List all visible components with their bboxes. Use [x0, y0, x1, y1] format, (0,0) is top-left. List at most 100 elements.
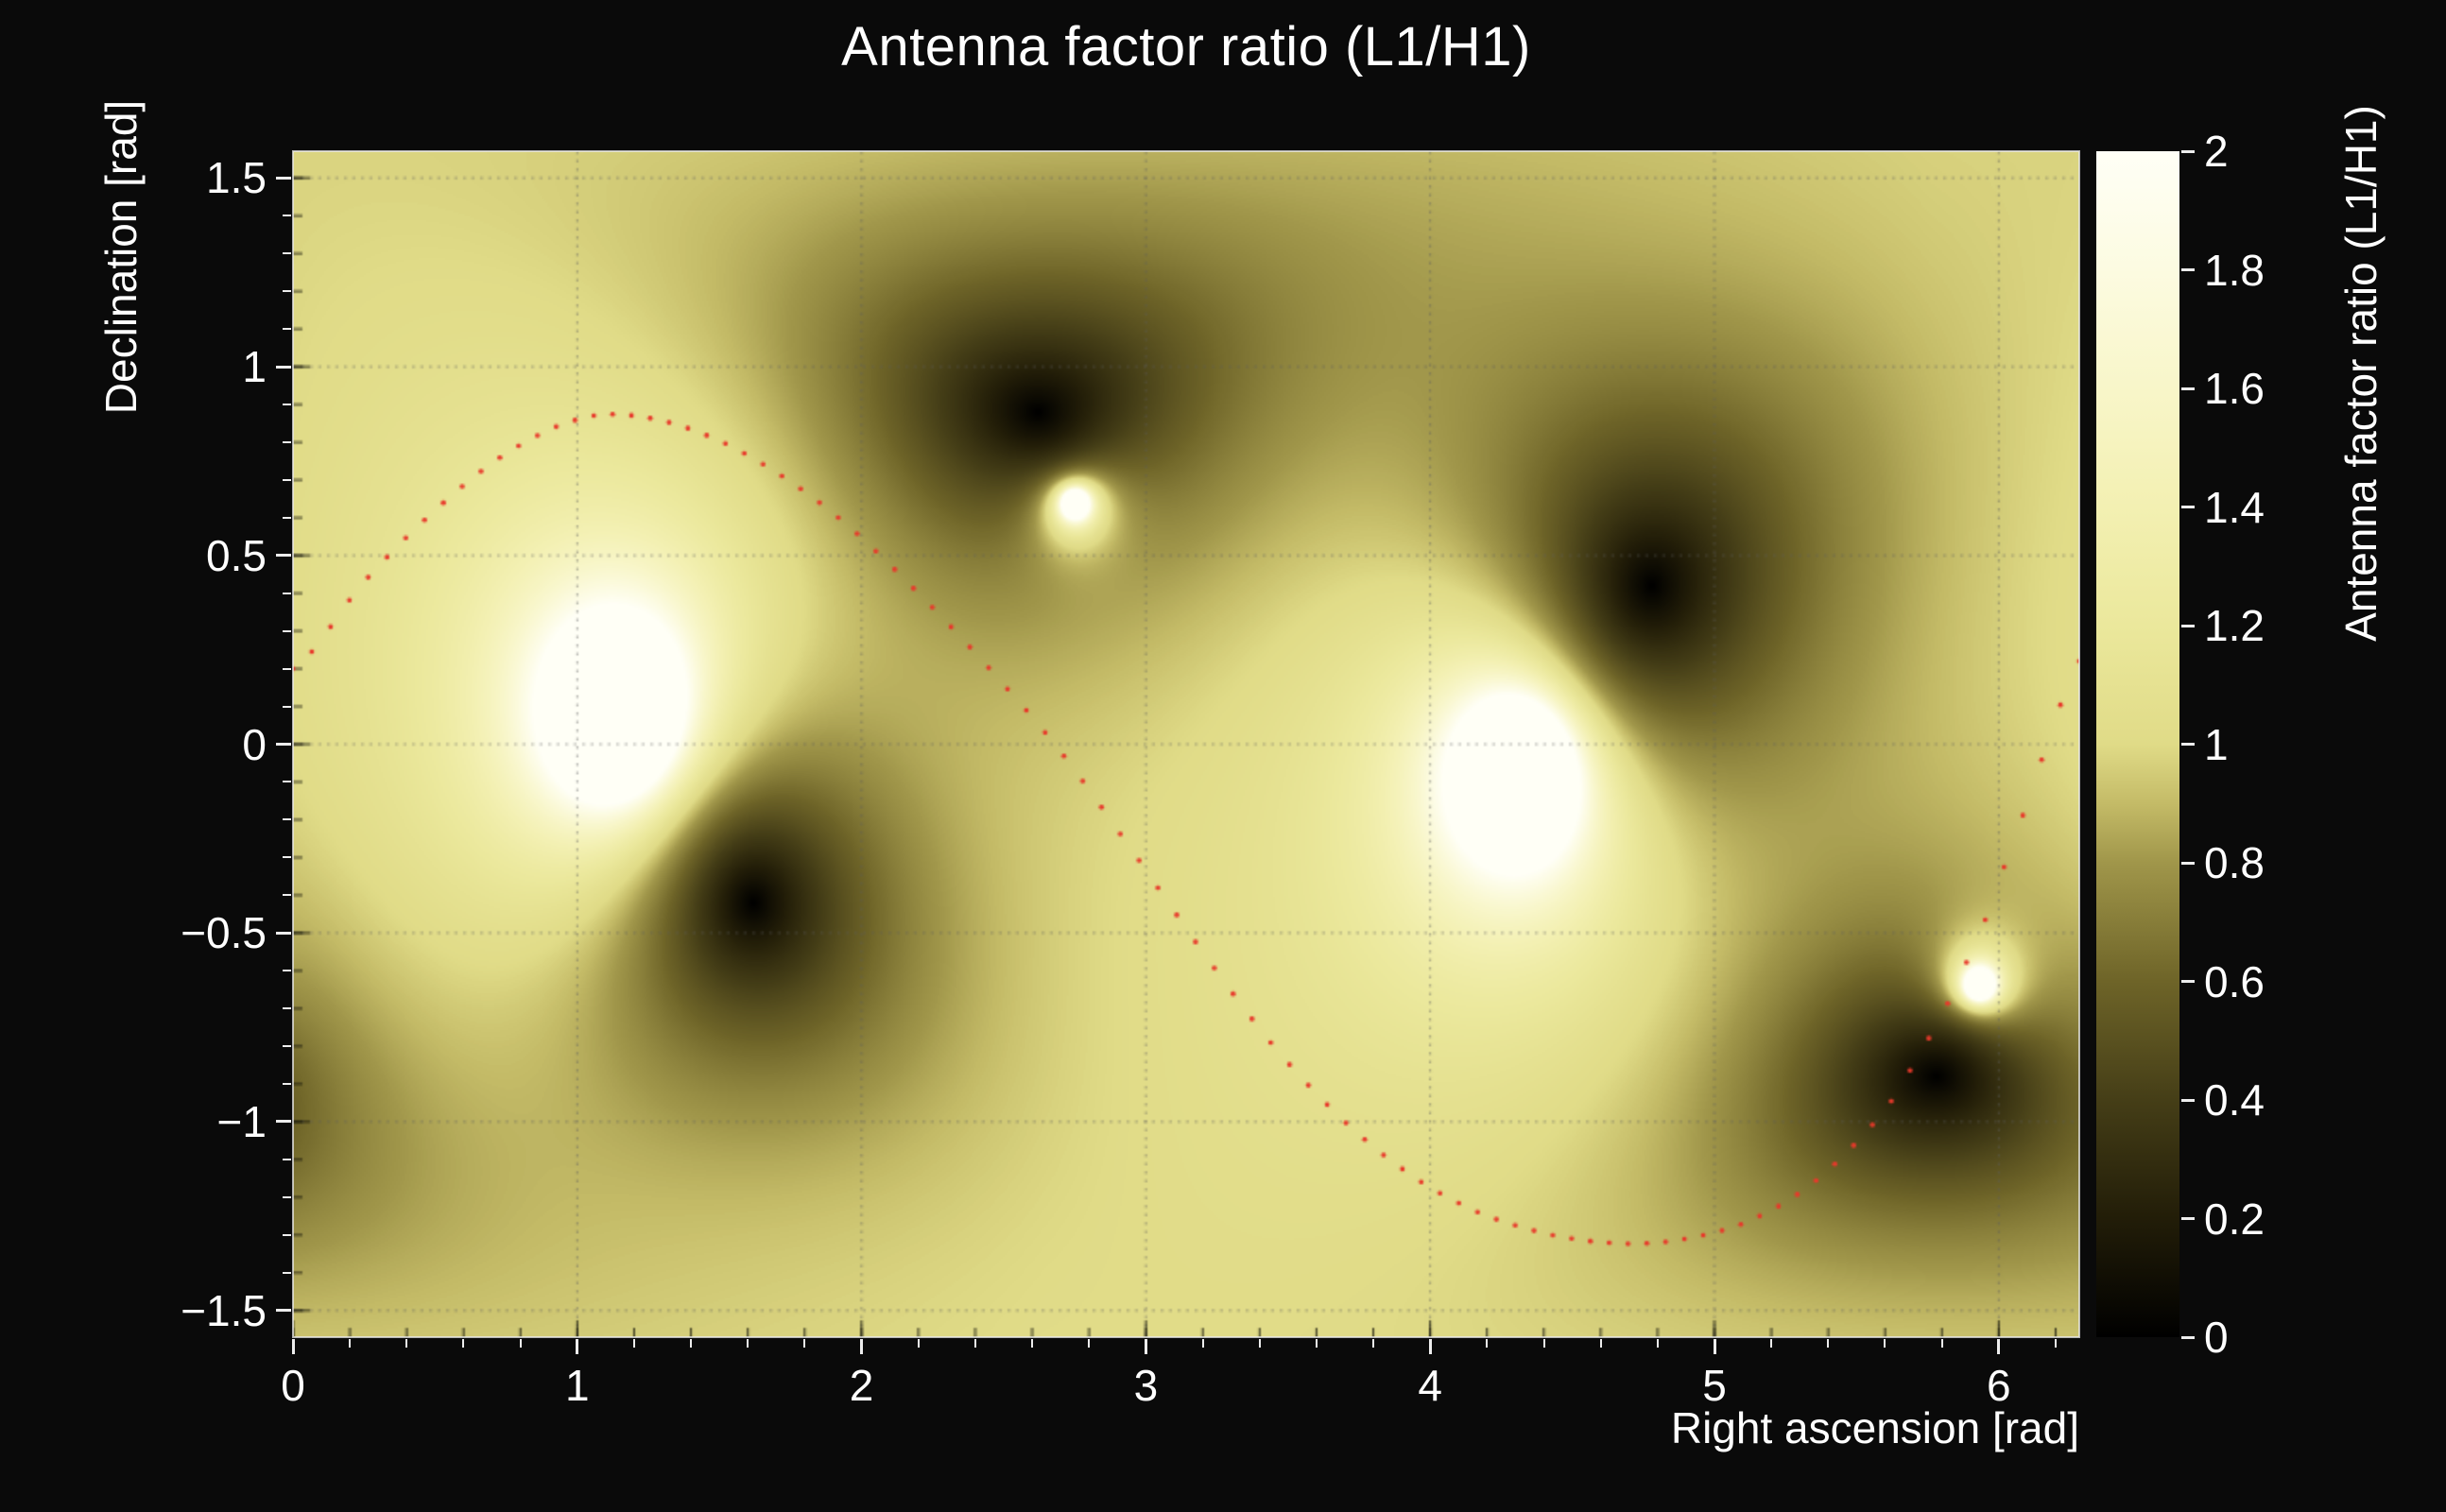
- z-tick: [2181, 387, 2195, 390]
- z-tick-label: 1: [2204, 719, 2229, 769]
- y-tick-label: −1.5: [181, 1285, 267, 1335]
- z-tick-label: 0.4: [2204, 1075, 2265, 1125]
- x-tick-label: 1: [565, 1361, 590, 1410]
- x-minor-tick: [1656, 1339, 1659, 1348]
- z-tick: [2181, 624, 2195, 627]
- z-tick: [2181, 743, 2195, 746]
- x-minor-tick: [1429, 1339, 1432, 1348]
- x-minor-tick: [1714, 1339, 1715, 1348]
- y-minor-tick: [283, 403, 291, 405]
- y-tick-label: −1: [216, 1096, 267, 1146]
- y-minor-tick: [283, 290, 291, 293]
- y-minor-tick: [283, 440, 291, 443]
- y-minor-tick: [283, 1233, 291, 1236]
- y-minor-tick: [283, 1120, 291, 1123]
- z-tick-label: 0.6: [2204, 956, 2265, 1006]
- y-minor-tick: [283, 1271, 291, 1274]
- z-tick-label: 0: [2204, 1313, 2229, 1362]
- x-axis-title: Right ascension [rad]: [1670, 1403, 2079, 1452]
- y-minor-tick: [283, 667, 291, 670]
- x-minor-tick: [860, 1339, 863, 1348]
- x-minor-tick: [803, 1339, 806, 1348]
- y-minor-tick: [283, 1195, 291, 1198]
- x-tick-label: 6: [1987, 1361, 2011, 1410]
- x-minor-tick: [405, 1339, 408, 1348]
- x-minor-tick: [349, 1339, 352, 1348]
- z-tick-label: 1.4: [2204, 482, 2265, 532]
- z-tick-label: 2: [2204, 127, 2229, 176]
- x-minor-tick: [1486, 1339, 1489, 1348]
- y-minor-tick: [283, 516, 291, 519]
- y-minor-tick: [283, 366, 291, 369]
- y-minor-tick: [283, 970, 291, 972]
- heatmap-canvas: [293, 151, 2079, 1337]
- x-tick-label: 0: [281, 1361, 305, 1410]
- y-tick-label: 1.5: [206, 153, 267, 203]
- x-minor-tick: [1145, 1339, 1147, 1348]
- y-minor-tick: [283, 1045, 291, 1048]
- x-tick-label: 3: [1133, 1361, 1159, 1410]
- x-minor-tick: [462, 1339, 465, 1348]
- y-minor-tick: [283, 592, 291, 594]
- y-minor-tick: [283, 629, 291, 632]
- x-minor-tick: [519, 1339, 522, 1348]
- x-minor-tick: [292, 1339, 294, 1348]
- z-tick: [2181, 268, 2195, 271]
- x-minor-tick: [917, 1339, 920, 1348]
- y-minor-tick: [283, 932, 291, 935]
- x-minor-tick: [1315, 1339, 1318, 1348]
- x-minor-tick: [1827, 1339, 1830, 1348]
- x-minor-tick: [1258, 1339, 1261, 1348]
- y-minor-tick: [283, 1158, 291, 1160]
- y-tick-label: 0.5: [206, 530, 267, 580]
- x-minor-tick: [1940, 1339, 1943, 1348]
- y-minor-tick: [283, 554, 291, 557]
- x-minor-tick: [1031, 1339, 1034, 1348]
- x-minor-tick: [1088, 1339, 1091, 1348]
- y-axis-title: Declination [rad]: [96, 99, 146, 415]
- x-minor-tick: [1770, 1339, 1773, 1348]
- x-minor-tick: [1599, 1339, 1602, 1348]
- y-minor-tick: [283, 215, 291, 217]
- y-minor-tick: [283, 478, 291, 481]
- y-minor-tick: [283, 856, 291, 859]
- x-minor-tick: [1997, 1339, 2000, 1348]
- z-tick-label: 0.8: [2204, 838, 2265, 887]
- z-tick: [2181, 861, 2195, 865]
- y-tick-label: 1: [242, 342, 267, 392]
- x-minor-tick: [1542, 1339, 1545, 1348]
- x-tick-label: 4: [1418, 1361, 1442, 1410]
- x-tick-label: 5: [1702, 1361, 1727, 1410]
- y-minor-tick: [283, 705, 291, 708]
- y-minor-tick: [283, 252, 291, 255]
- y-minor-tick: [283, 1007, 291, 1010]
- x-minor-tick: [1372, 1339, 1375, 1348]
- colorbar: [2096, 151, 2179, 1337]
- y-minor-tick: [283, 1309, 291, 1312]
- z-tick: [2181, 980, 2195, 983]
- y-minor-tick: [283, 818, 291, 821]
- chart-title: Antenna factor ratio (L1/H1): [841, 16, 1531, 77]
- z-tick: [2181, 506, 2195, 508]
- z-axis-title: Antenna factor ratio (L1/H1): [2336, 105, 2386, 642]
- x-minor-tick: [690, 1339, 693, 1348]
- y-tick-label: 0: [242, 719, 267, 769]
- x-minor-tick: [2054, 1339, 2057, 1348]
- z-tick-label: 1.8: [2204, 245, 2265, 295]
- z-tick: [2181, 1217, 2195, 1220]
- z-tick: [2181, 149, 2195, 153]
- x-minor-tick: [747, 1339, 749, 1348]
- x-minor-tick: [973, 1339, 976, 1348]
- x-tick-label: 2: [849, 1361, 874, 1410]
- x-minor-tick: [1884, 1339, 1886, 1348]
- z-tick: [2181, 1335, 2195, 1339]
- y-minor-tick: [283, 177, 291, 180]
- y-minor-tick: [283, 328, 291, 331]
- y-minor-tick: [283, 1083, 291, 1086]
- y-minor-tick: [283, 894, 291, 897]
- z-tick-label: 1.2: [2204, 601, 2265, 650]
- x-minor-tick: [1201, 1339, 1204, 1348]
- y-minor-tick: [283, 781, 291, 783]
- z-tick-label: 1.6: [2204, 364, 2265, 413]
